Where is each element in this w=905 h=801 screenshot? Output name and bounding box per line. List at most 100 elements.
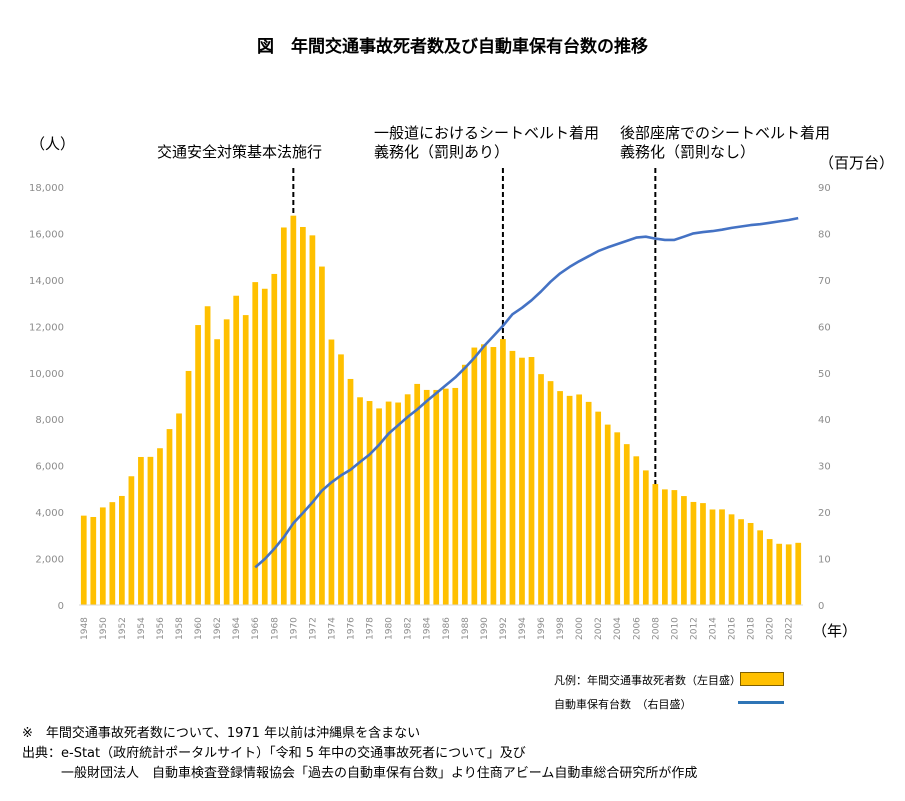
annotation-2008: 後部座席でのシートベルト着用 義務化（罰則なし） (620, 124, 830, 162)
x-tick-label: 2020 (766, 617, 776, 640)
x-tick-label: 1982 (404, 617, 414, 640)
chart-title: 図 年間交通事故死者数及び自動車保有台数の推移 (257, 37, 648, 57)
bar-1983 (414, 383, 421, 605)
bar-2015 (719, 509, 725, 605)
right-tick-label: 70 (818, 276, 831, 287)
bar-1960 (195, 325, 201, 605)
legend-line-label: 自動車保有台数 （右目盛） (554, 698, 692, 711)
bar-2004 (614, 432, 621, 605)
x-tick-label: 1996 (537, 617, 547, 640)
bar-1995 (528, 357, 535, 605)
bar-1994 (519, 357, 525, 605)
left-axis-unit: （人） (30, 135, 76, 153)
right-tick-label: 40 (818, 415, 831, 426)
legend-bar-label: 凡例：年間交通事故死者数（左目盛） (554, 674, 741, 687)
annotation-1970: 交通安全対策基本法施行 (157, 143, 322, 162)
bar-2002 (595, 411, 602, 605)
bar-1978 (366, 401, 373, 605)
bar-1969 (280, 227, 287, 606)
left-tick-label: 6,000 (35, 462, 64, 473)
x-tick-label: 1966 (251, 617, 261, 640)
bar-2011 (681, 496, 687, 605)
bar-1988 (461, 364, 468, 605)
x-tick-label: 1978 (366, 617, 376, 640)
annotation-1992-line1: 一般道におけるシートベルト着用 (374, 124, 600, 142)
annotation-1992: 一般道におけるシートベルト着用 義務化（罰則あり） (374, 124, 599, 162)
bar-1993 (509, 350, 516, 605)
x-tick-label: 1988 (461, 617, 471, 640)
bar-1999 (566, 395, 573, 605)
left-tick-label: 8,000 (35, 415, 64, 426)
bar-2014 (709, 509, 716, 605)
right-tick-label: 90 (818, 183, 831, 194)
left-axis-ticks: 0 2,000 4,000 6,000 8,000 10,000 12,000 14,000 1… (29, 183, 64, 612)
bar-1971 (300, 226, 306, 606)
x-tick-label: 1962 (213, 617, 223, 640)
bar-1965 (242, 315, 249, 605)
bar-1970 (290, 215, 297, 605)
bar-1989 (471, 347, 478, 605)
vehicle-ownership-line (254, 216, 799, 569)
bar-2021 (776, 543, 783, 605)
x-tick-label: 1948 (80, 617, 90, 640)
bar-1952 (119, 495, 125, 605)
left-tick-label: 14,000 (29, 276, 64, 287)
bar-1997 (547, 381, 554, 605)
right-tick-label: 20 (818, 508, 831, 519)
right-tick-label: 80 (818, 229, 831, 240)
bar-1966 (252, 282, 259, 605)
bar-1985 (433, 389, 440, 605)
right-tick-label: 60 (818, 322, 831, 333)
bar-2001 (585, 401, 592, 605)
bar-1981 (395, 402, 401, 605)
right-axis-ticks: 0 10 20 30 40 50 60 70 80 90 (818, 183, 831, 612)
bar-1990 (481, 344, 487, 605)
bar-1998 (557, 391, 563, 605)
bar-1996 (538, 374, 544, 605)
x-tick-label: 2022 (785, 617, 795, 640)
left-tick-label: 10,000 (29, 369, 64, 380)
right-tick-label: 10 (818, 555, 831, 566)
annotation-2008-line1: 後部座席でのシートベルト着用 (620, 124, 831, 142)
x-tick-label: 2000 (575, 617, 585, 640)
x-tick-label: 2008 (651, 617, 661, 640)
bar-1974 (328, 339, 335, 605)
bar-2008 (652, 484, 659, 605)
x-tick-label: 1970 (289, 617, 299, 640)
x-tick-label: 1980 (385, 617, 395, 640)
right-tick-label: 30 (818, 462, 831, 473)
x-tick-label: 2012 (689, 617, 699, 640)
bar-2009 (662, 489, 668, 605)
bar-2016 (728, 514, 735, 605)
left-tick-label: 18,000 (29, 183, 64, 194)
bar-1977 (357, 397, 363, 605)
bar-2012 (690, 501, 697, 605)
x-axis-unit: （年） (812, 622, 858, 640)
bar-1992 (500, 339, 506, 605)
right-axis-unit: （百万台） (819, 154, 895, 172)
x-tick-label: 1960 (194, 617, 204, 640)
x-tick-label: 1964 (232, 617, 242, 640)
bar-2017 (738, 519, 744, 605)
bar-2006 (633, 456, 640, 605)
bar-1957 (166, 429, 173, 605)
bar-2005 (623, 444, 630, 605)
bar-2022 (785, 544, 792, 605)
x-tick-label: 1998 (556, 617, 566, 640)
x-tick-label: 1950 (99, 617, 109, 640)
left-tick-label: 12,000 (29, 322, 64, 333)
legend-bar-swatch (740, 672, 784, 686)
x-tick-label: 2006 (632, 617, 642, 640)
bar-1979 (376, 408, 382, 605)
bar-1964 (233, 295, 240, 605)
x-tick-label: 1974 (327, 617, 337, 640)
bar-1972 (309, 235, 316, 605)
x-tick-label: 1956 (156, 617, 166, 640)
bar-1956 (157, 448, 163, 605)
bar-1961 (204, 306, 211, 605)
bar-1949 (90, 516, 97, 605)
x-tick-label: 1984 (423, 617, 433, 640)
x-tick-label: 2010 (670, 617, 680, 640)
bar-1987 (452, 387, 459, 605)
